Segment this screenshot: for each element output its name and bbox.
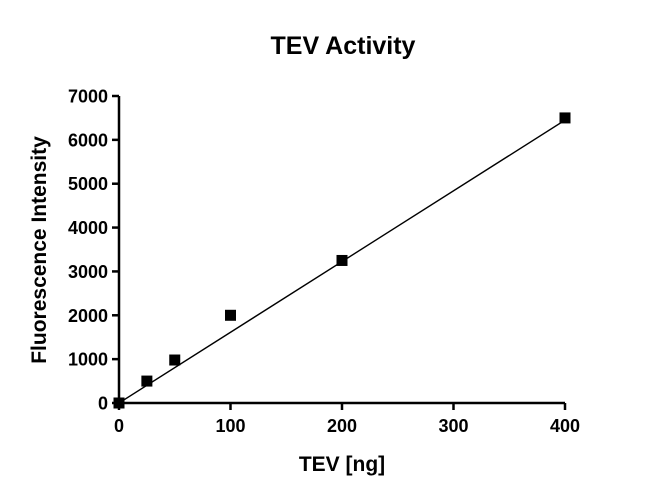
x-tick-label: 300 xyxy=(438,416,468,436)
data-point xyxy=(141,375,153,387)
x-tick-label: 100 xyxy=(215,416,245,436)
data-point xyxy=(336,254,348,266)
chart-title: TEV Activity xyxy=(271,32,416,60)
data-point xyxy=(113,397,125,409)
y-tick-label: 1000 xyxy=(68,350,108,370)
y-tick-label: 7000 xyxy=(68,87,108,107)
x-axis-label: TEV [ng] xyxy=(299,453,385,476)
y-tick-label: 2000 xyxy=(68,306,108,326)
data-point xyxy=(225,309,236,321)
y-tick-label: 5000 xyxy=(68,174,108,194)
y-tick-label: 4000 xyxy=(68,218,108,238)
x-tick-label: 200 xyxy=(327,416,357,436)
x-tick-label: 0 xyxy=(114,416,124,436)
y-tick-label: 0 xyxy=(98,394,108,414)
x-tick-label: 400 xyxy=(550,416,580,436)
data-point xyxy=(169,354,181,366)
y-tick-label: 6000 xyxy=(68,130,108,150)
data-point xyxy=(559,112,571,124)
y-axis-label: Fluorescence Intensity xyxy=(28,136,51,364)
plot-area: 0 100 200 300 400010002000300040005000600070… xyxy=(68,87,580,437)
y-tick-label: 3000 xyxy=(68,262,108,282)
